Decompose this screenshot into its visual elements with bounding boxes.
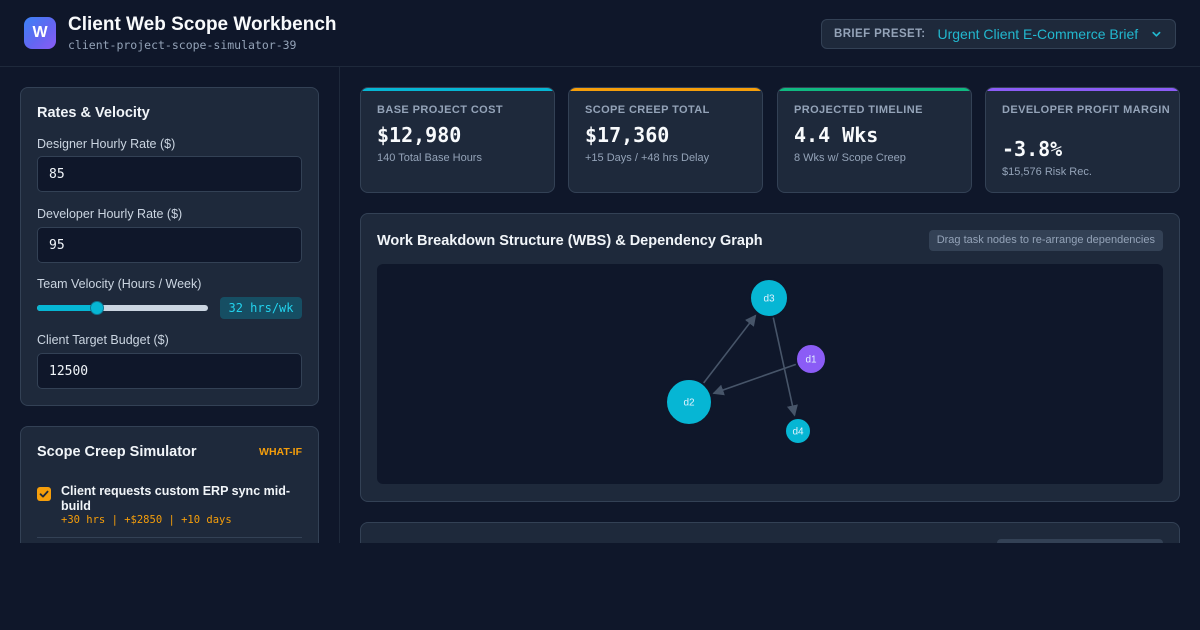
velocity-value-badge: 32 hrs/wk [220,297,302,319]
kpi-card-profit-margin: Developer Profit Margin -3.8% $15,576 Ri… [985,87,1180,193]
dependency-edge-d3-d4 [772,317,798,417]
kpi-card-base-cost: Base Project Cost $12,980 140 Total Base… [360,87,555,193]
task-node-circle [749,278,789,318]
main-content: Base Project Cost $12,980 140 Total Base… [340,67,1200,543]
kpi-subtext: 140 Total Base Hours [377,152,482,164]
secondary-panel [360,522,1180,543]
velocity-slider-thumb[interactable] [90,301,105,315]
velocity-slider[interactable] [37,301,208,315]
developer-rate-input[interactable] [37,227,302,263]
task-node-circle [795,343,827,375]
kpi-label: Base Project Cost [377,104,503,116]
kpi-value: -3.8% [1002,137,1063,161]
task-node-d3[interactable]: d3 [749,278,789,318]
what-if-badge: WHAT-IF [259,446,302,458]
wbs-panel: Work Breakdown Structure (WBS) & Depende… [360,213,1180,502]
brief-preset-value: Urgent Client E-Commerce Brief [937,26,1139,42]
dependency-graph: d3 d1 d2 d4 [377,264,1163,484]
budget-label: Client Target Budget ($) [37,333,169,347]
app-header: W Client Web Scope Workbench client-proj… [0,0,1200,67]
task-node-circle [665,378,713,426]
scope-panel-title: Scope Creep Simulator [37,444,197,460]
task-node-label: d4 [792,427,804,438]
kpi-label: Developer Profit Margin [1002,104,1171,116]
wbs-title: Work Breakdown Structure (WBS) & Depende… [377,233,763,249]
task-node-d1[interactable]: d1 [795,343,827,375]
designer-rate-label: Designer Hourly Rate ($) [37,137,176,151]
designer-rate-input[interactable] [37,156,302,192]
rates-velocity-panel: Rates & Velocity Designer Hourly Rate ($… [20,87,319,406]
chevron-down-icon [1152,31,1161,37]
kpi-label: Scope Creep Total [585,104,710,116]
kpi-accent-bar [778,88,971,91]
rates-panel-title: Rates & Velocity [37,105,150,121]
scope-item-meta: +30 hrs | +$2850 | +10 days [61,514,232,526]
kpi-subtext: $15,576 Risk Rec. [1002,166,1092,178]
brief-preset-dropdown[interactable]: BRIEF PRESET: Urgent Client E-Commerce B… [821,19,1176,49]
kpi-card-scope-creep: Scope Creep Total $17,360 +15 Days / +48… [568,87,763,193]
kpi-card-timeline: Projected Timeline 4.4 Wks 8 Wks w/ Scop… [777,87,972,193]
dependency-edge-d2-d3 [702,314,757,384]
task-node-d4[interactable]: d4 [784,417,812,445]
wbs-hint: Drag task nodes to re-arrange dependenci… [928,230,1163,251]
developer-rate-label: Developer Hourly Rate ($) [37,207,183,221]
kpi-value: 4.4 Wks [794,123,879,147]
scope-item-title: Client requests custom ERP sync mid-buil… [61,484,290,513]
task-node-circle [784,417,812,445]
checkmark-icon [39,490,49,498]
kpi-accent-bar [986,88,1179,91]
app-logo: W [24,17,56,49]
sidebar: Rates & Velocity Designer Hourly Rate ($… [0,67,340,543]
app-subtitle: client-project-scope-simulator-39 [68,38,297,52]
kpi-accent-bar [361,88,554,91]
task-node-d2[interactable]: d2 [665,378,713,426]
kpi-value: $12,980 [377,123,462,147]
kpi-label: Projected Timeline [794,104,923,116]
velocity-slider-track [37,305,208,311]
kpi-value: $17,360 [585,123,670,147]
velocity-label: Team Velocity (Hours / Week) [37,277,202,291]
dependency-edge-d1-d2 [712,363,797,396]
brief-preset-label: BRIEF PRESET: [834,28,926,40]
velocity-slider-fill [37,305,98,311]
kpi-accent-bar [569,88,762,91]
secondary-panel-chip [997,539,1163,543]
app-title: Client Web Scope Workbench [68,14,337,35]
scope-creep-panel: Scope Creep Simulator WHAT-IF Client req… [20,426,319,543]
scope-divider [37,537,302,538]
budget-input[interactable] [37,353,302,389]
scope-item-checkbox[interactable] [37,487,51,501]
dependency-graph-canvas: d3 d1 d2 d4 [665,278,827,445]
kpi-subtext: +15 Days / +48 hrs Delay [585,152,710,164]
task-node-label: d1 [805,355,817,366]
task-node-label: d2 [683,398,695,409]
task-node-label: d3 [763,294,775,305]
kpi-subtext: 8 Wks w/ Scope Creep [794,152,906,164]
